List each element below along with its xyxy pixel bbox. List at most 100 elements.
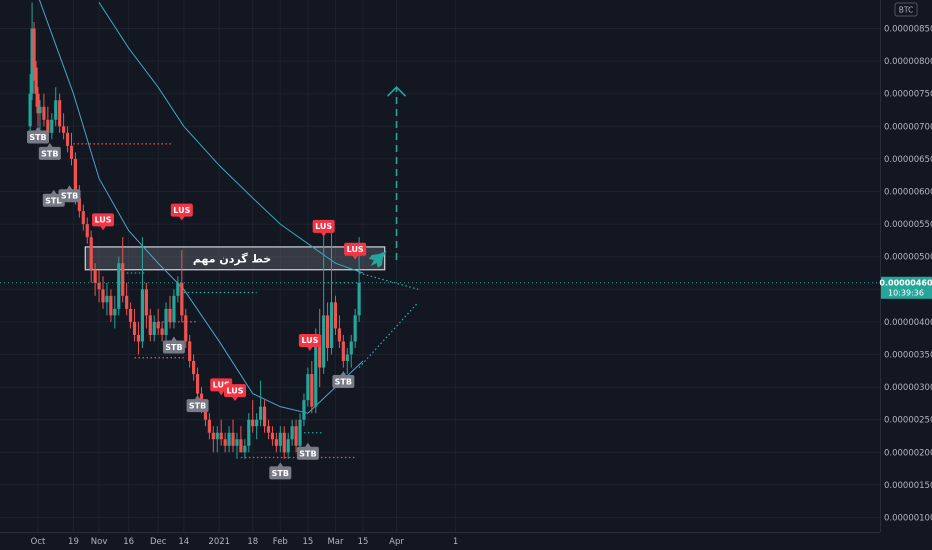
candle-body [310,374,314,407]
candle-body [152,321,156,335]
candle-body [132,321,137,335]
currency-badge-label: BTC [899,6,914,15]
time-axis[interactable] [0,532,932,550]
candle-body [211,432,215,440]
candle-body [270,432,275,440]
candle-body [81,211,85,225]
target-arrow [386,86,407,260]
candle-body [89,237,93,270]
time-tick-label: Feb [273,537,288,547]
svg-text:LUS: LUS [315,222,332,231]
candle-body [345,354,349,362]
time-tick-label: 18 [247,537,258,547]
currency-badge [894,2,918,17]
time-tick-label: Mar [327,537,344,547]
candle-body [30,28,34,94]
trend-line [358,301,419,368]
moving-average-line [98,2,364,274]
stb-signal-label: STB [186,395,209,413]
price-tick-label: 0.00000300 [884,383,932,393]
candle-body [180,282,184,316]
candle-body [73,158,78,199]
lus-signal-label: LUS [298,333,321,351]
candle-body [255,419,259,427]
price-tick-label: 0.00000350 [884,351,932,361]
svg-text:LUS: LUS [347,245,364,254]
price-axis[interactable] [880,0,932,532]
candle-body [302,400,306,420]
price-tick-label: 0.00000800 [884,57,932,67]
candle-body [259,406,263,420]
candle-body [101,289,105,303]
neckline-zone-box[interactable] [84,246,386,271]
candle-body [247,419,251,446]
price-tick-label: 0.00000100 [884,514,932,524]
candle-body [266,426,271,433]
svg-text:STB: STB [189,402,206,411]
candle-body [160,328,164,335]
candle-body [168,308,172,322]
candle-body [38,106,42,114]
candle-body [125,295,129,309]
candle-body [219,432,223,440]
candle-body [50,119,54,133]
candle-body [93,269,97,283]
candle-body [32,28,36,68]
candle-body [36,93,40,114]
neckline-zone[interactable]: خط گردن مهم [84,246,386,271]
candle-body [46,119,50,133]
grid [0,0,880,532]
candle-body [148,315,152,335]
neckline-zone-label: خط گردن مهم [193,252,271,265]
price-tick-label: 0.00000400 [884,318,932,328]
time-tick-label: 14 [178,537,189,547]
candle-body [136,334,141,342]
candle-body [294,426,298,446]
candle-body [231,432,235,446]
svg-text:LUS: LUS [94,216,111,225]
price-tick-label: 0.00000500 [884,253,932,263]
target-arrow-head [386,86,407,97]
svg-text:STB: STB [41,149,58,158]
candle-body [195,374,200,394]
candle-body [282,432,286,453]
time-tick-label: Nov [91,537,108,547]
candle-body [97,282,101,290]
candle-body [243,445,247,453]
candle-body [207,419,211,433]
candle-body [188,341,192,362]
candle-body [322,315,326,368]
candle-body [274,439,278,446]
candle-body [239,439,243,453]
price-tick-label: 0.00000150 [884,481,932,491]
candle-body [109,295,113,316]
price-tick-label: 0.00000550 [884,220,932,230]
svg-text:STB: STB [45,196,62,205]
time-tick-label: 1 [453,537,458,547]
candle-body [121,263,125,296]
svg-text:STB: STB [272,469,289,478]
candle-body [172,295,176,322]
last-price-timer: 10:39:36 [888,288,924,297]
lus-signal-label: LUS [312,219,335,237]
candle-body [144,289,148,316]
candle-body [54,100,58,120]
price-tick-label: 0.00000200 [884,448,932,458]
candle-body [113,308,117,316]
candle-body [85,224,89,238]
candle-body [325,315,330,348]
time-tick-label: 2021 [208,537,230,547]
candle-body [306,374,310,401]
candle-body [215,432,219,440]
candle-body [262,406,267,427]
candle-body [28,93,32,127]
svg-text:LUS: LUS [226,386,243,395]
candle-body [42,106,46,120]
time-tick-label: 15 [358,537,369,547]
moving-average-line [38,0,364,414]
candle-body [156,321,160,329]
candle-body [58,100,62,127]
candle-body [290,426,294,440]
